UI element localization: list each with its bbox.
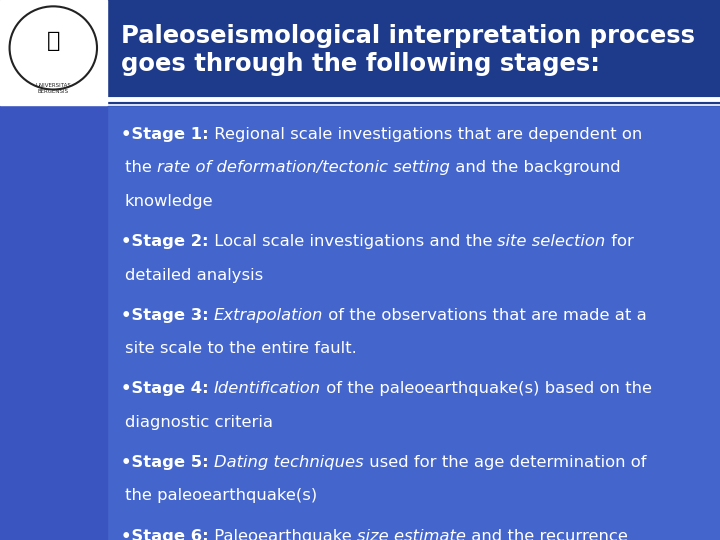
Text: Paleoearthquake: Paleoearthquake: [209, 529, 356, 540]
Text: used for the age determination of: used for the age determination of: [364, 455, 646, 470]
Bar: [0, 0, 720, 105]
Text: rate of deformation/tectonic setting: rate of deformation/tectonic setting: [157, 160, 449, 176]
Text: •Stage 4:: •Stage 4:: [121, 381, 209, 396]
Text: Regional scale investigations that are dependent on: Regional scale investigations that are d…: [209, 127, 642, 142]
Text: and the background: and the background: [449, 160, 620, 176]
Text: Local scale investigations and the: Local scale investigations and the: [209, 234, 498, 249]
Text: •Stage 5:: •Stage 5:: [121, 455, 209, 470]
Text: Extrapolation: Extrapolation: [214, 308, 323, 323]
Text: of the paleoearthquake(s) based on the: of the paleoearthquake(s) based on the: [321, 381, 652, 396]
Text: •Stage 2:: •Stage 2:: [121, 234, 209, 249]
Text: knowledge: knowledge: [125, 194, 213, 209]
Text: •Stage 6:: •Stage 6:: [121, 529, 209, 540]
Text: Paleoseismological interpretation process
goes through the following stages:: Paleoseismological interpretation proces…: [121, 24, 695, 76]
Text: the paleoearthquake(s): the paleoearthquake(s): [125, 489, 317, 503]
Text: •Stage 3:: •Stage 3:: [121, 308, 209, 323]
Text: of the observations that are made at a: of the observations that are made at a: [323, 308, 647, 323]
Text: detailed analysis: detailed analysis: [125, 267, 263, 282]
Text: Identification: Identification: [214, 381, 321, 396]
Bar: [0, 0, 107, 105]
Text: diagnostic criteria: diagnostic criteria: [125, 415, 273, 430]
Bar: [0, 105, 107, 540]
Text: site scale to the entire fault.: site scale to the entire fault.: [125, 341, 356, 356]
Text: 🦉: 🦉: [47, 31, 60, 51]
Text: Dating techniques: Dating techniques: [214, 455, 364, 470]
Text: for: for: [606, 234, 634, 249]
Text: size estimate: size estimate: [356, 529, 466, 540]
Text: the: the: [125, 160, 157, 176]
Text: site selection: site selection: [498, 234, 606, 249]
Text: •Stage 1:: •Stage 1:: [121, 127, 209, 142]
Text: UNIVERSITAS
BERGENSIS: UNIVERSITAS BERGENSIS: [35, 83, 71, 94]
Text: and the recurrence: and the recurrence: [466, 529, 628, 540]
